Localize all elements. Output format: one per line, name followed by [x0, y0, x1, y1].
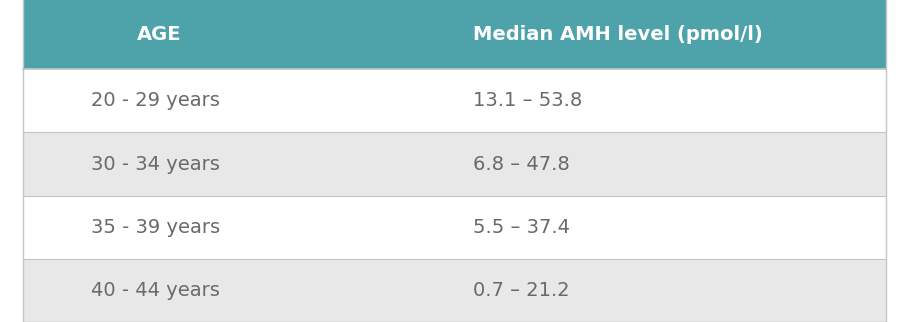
Bar: [23, 0, 886, 69]
Text: 6.8 – 47.8: 6.8 – 47.8: [473, 155, 569, 174]
Text: 30 - 34 years: 30 - 34 years: [91, 155, 220, 174]
Text: 35 - 39 years: 35 - 39 years: [91, 218, 220, 237]
Text: 13.1 – 53.8: 13.1 – 53.8: [473, 91, 582, 110]
Text: AGE: AGE: [137, 25, 181, 44]
Bar: [23, 195, 886, 259]
Text: 0.7 – 21.2: 0.7 – 21.2: [473, 281, 569, 300]
Text: Median AMH level (pmol/l): Median AMH level (pmol/l): [473, 25, 763, 44]
Bar: [23, 259, 886, 322]
Text: 5.5 – 37.4: 5.5 – 37.4: [473, 218, 570, 237]
Text: 40 - 44 years: 40 - 44 years: [91, 281, 220, 300]
Bar: [23, 69, 886, 132]
Text: 20 - 29 years: 20 - 29 years: [91, 91, 220, 110]
Bar: [23, 132, 886, 196]
